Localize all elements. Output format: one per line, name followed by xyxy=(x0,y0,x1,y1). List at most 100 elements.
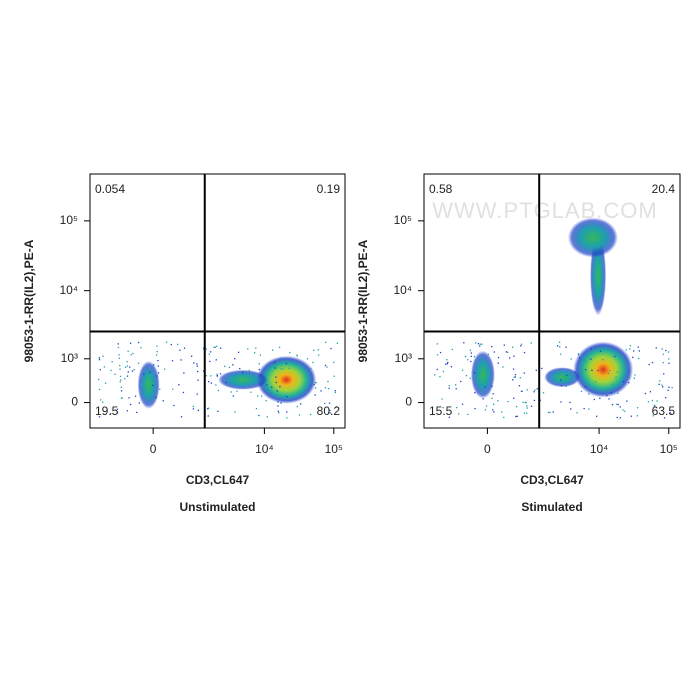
event-dot xyxy=(230,391,232,393)
event-dot xyxy=(491,345,493,348)
event-dot xyxy=(482,398,484,400)
quadrant-percent: 80.2 xyxy=(317,404,341,418)
event-dot xyxy=(219,373,222,375)
event-dot xyxy=(157,359,159,362)
watermark: WWW.PTGLAB.COM xyxy=(432,198,657,223)
event-dot xyxy=(511,346,514,348)
event-dot xyxy=(260,395,263,397)
event-dot xyxy=(140,347,142,349)
event-dot xyxy=(615,354,617,357)
event-dot xyxy=(480,356,482,358)
y-tick-label: 10³ xyxy=(61,351,78,365)
event-dot xyxy=(305,391,307,393)
event-dot xyxy=(100,399,102,401)
event-dot xyxy=(159,388,161,390)
event-dot xyxy=(102,355,104,357)
event-dot xyxy=(526,407,528,409)
quadrant-percent: 20.4 xyxy=(652,182,676,196)
event-dot xyxy=(565,346,567,348)
event-dot xyxy=(163,368,166,370)
event-dot xyxy=(279,386,281,388)
event-dot xyxy=(284,394,286,396)
event-density xyxy=(544,367,581,388)
event-dot xyxy=(313,383,315,386)
event-dot xyxy=(448,416,451,418)
event-dot xyxy=(207,408,209,410)
event-density xyxy=(256,355,317,404)
event-dot xyxy=(447,361,449,364)
event-dot xyxy=(599,350,602,352)
event-dot xyxy=(278,412,280,414)
event-dot xyxy=(665,349,667,352)
event-dot xyxy=(628,382,630,384)
event-dot xyxy=(479,345,481,347)
event-dot xyxy=(632,356,634,359)
event-dot xyxy=(485,370,488,373)
quadrant-percent: 15.5 xyxy=(429,404,453,418)
event-dot xyxy=(668,386,670,388)
event-dot xyxy=(118,354,120,356)
y-tick-label: 10⁵ xyxy=(394,213,412,227)
event-dot xyxy=(277,405,279,407)
event-dot xyxy=(570,408,572,410)
event-dot xyxy=(485,405,488,407)
event-dot xyxy=(153,398,155,400)
event-dot xyxy=(210,351,212,353)
event-dot xyxy=(207,381,210,383)
event-dot xyxy=(625,349,627,351)
event-dot xyxy=(126,410,129,412)
event-dot xyxy=(274,361,276,364)
event-dot xyxy=(134,395,137,397)
event-dot xyxy=(611,383,614,386)
event-dot xyxy=(234,358,236,360)
event-dot xyxy=(576,412,578,414)
event-dot xyxy=(170,343,172,346)
event-dot xyxy=(111,361,113,363)
event-dot xyxy=(507,400,509,403)
x-axis-label: CD3,CL647 xyxy=(186,473,250,487)
event-dot xyxy=(131,370,134,372)
event-dot xyxy=(196,393,198,395)
event-dot xyxy=(126,360,128,363)
event-dot xyxy=(299,403,302,405)
event-dot xyxy=(565,385,567,387)
event-dot xyxy=(665,396,667,399)
event-dot xyxy=(289,351,291,354)
event-dot xyxy=(312,361,314,364)
event-dot xyxy=(117,346,120,349)
flow-plot: 0 10⁴ 10⁵ 0 10³ 10⁴ 10⁵ 0.58 20.4 15.5 63.5 CD3,CL6… xyxy=(356,173,681,514)
event-dot xyxy=(130,354,132,356)
event-dot xyxy=(276,390,278,392)
event-dot xyxy=(521,390,523,392)
flow-plot: 0 10⁴ 10⁵ 0 10³ 10⁴ 10⁵ 0.054 0.19 19.5 80.2 CD3,CL… xyxy=(22,173,346,514)
quadrant-percent: 0.58 xyxy=(429,182,453,196)
event-dot xyxy=(203,370,205,372)
event-dot xyxy=(520,345,522,347)
event-dot xyxy=(474,371,476,374)
event-dot xyxy=(560,385,563,387)
x-tick-label: 10⁴ xyxy=(590,442,609,456)
event-dot xyxy=(182,391,185,394)
event-dot xyxy=(519,376,521,379)
event-dot xyxy=(118,357,120,359)
event-dot xyxy=(583,407,585,410)
event-dot xyxy=(584,369,587,371)
event-dot xyxy=(630,415,632,417)
x-tick-label: 10⁵ xyxy=(660,442,678,456)
event-dot xyxy=(505,351,508,353)
event-dot xyxy=(278,346,281,349)
plot-frame xyxy=(89,173,346,429)
event-dot xyxy=(522,401,524,404)
event-dot xyxy=(448,384,450,387)
event-dot xyxy=(467,413,469,416)
event-dot xyxy=(129,366,131,368)
event-dot xyxy=(535,369,537,371)
event-dot xyxy=(173,404,175,407)
event-dot xyxy=(473,355,476,358)
event-dot xyxy=(98,358,101,361)
event-dot xyxy=(232,395,235,397)
event-dot xyxy=(304,375,306,377)
event-dot xyxy=(461,369,464,371)
event-dot xyxy=(580,390,583,393)
event-dot xyxy=(128,397,130,399)
